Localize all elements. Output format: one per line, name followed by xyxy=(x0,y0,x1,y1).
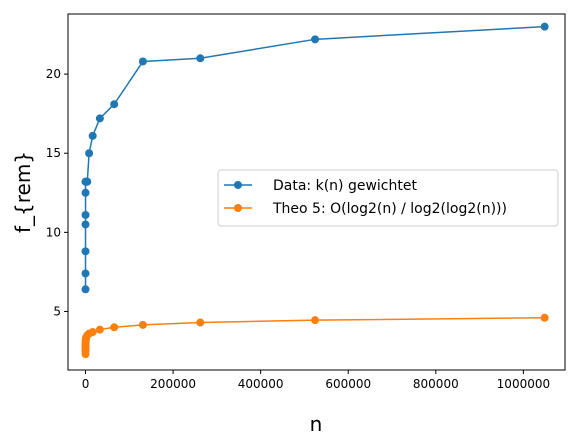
legend-marker-data xyxy=(234,181,242,189)
series-0-point xyxy=(95,114,104,123)
x-tick-label: 0 xyxy=(82,377,90,391)
x-axis-ticks: 0 200000 400000 600000 800000 1000000 xyxy=(82,370,550,391)
series-0-point xyxy=(88,131,97,140)
series-1-point xyxy=(138,320,147,329)
x-tick-label: 800000 xyxy=(413,377,459,391)
y-tick-label: 20 xyxy=(46,67,61,81)
legend-label-data: Data: k(n) gewichtet xyxy=(273,178,417,194)
series-0-point xyxy=(85,149,94,158)
series-0-point xyxy=(81,285,90,294)
series-0-point xyxy=(81,247,90,256)
series-0-point xyxy=(196,54,205,63)
series-1-point xyxy=(311,316,320,325)
x-tick-label: 200000 xyxy=(150,377,196,391)
series-0-point xyxy=(540,22,549,31)
plot-frame xyxy=(67,13,566,371)
series-0-point xyxy=(81,269,90,278)
y-tick-label: 10 xyxy=(46,225,61,239)
series-0-point xyxy=(110,100,119,109)
series-1-point xyxy=(95,325,104,334)
series-0-point xyxy=(311,35,320,44)
x-tick-label: 400000 xyxy=(238,377,284,391)
x-tick-label: 600000 xyxy=(325,377,371,391)
x-tick-label: 1000000 xyxy=(497,377,550,391)
series-0-point xyxy=(81,220,90,229)
series-0-point xyxy=(81,210,90,219)
legend: Data: k(n) gewichtet Theo 5: O(log2(n) /… xyxy=(217,169,559,227)
y-axis-label: f_{rem} xyxy=(11,151,35,233)
legend-box xyxy=(217,169,559,227)
plot-lines xyxy=(81,22,549,359)
series-1-point xyxy=(88,328,97,337)
series-1-point xyxy=(196,318,205,327)
series-0-point xyxy=(81,188,90,197)
y-tick-label: 15 xyxy=(46,146,61,160)
series-0-point xyxy=(138,57,147,66)
legend-label-theo: Theo 5: O(log2(n) / log2(log2(n))) xyxy=(272,201,507,217)
x-axis-label: n xyxy=(310,412,323,436)
series-1-point xyxy=(540,313,549,322)
legend-marker-theo xyxy=(234,204,242,212)
y-tick-label: 5 xyxy=(53,304,61,318)
y-axis-ticks: 5 10 15 20 xyxy=(46,67,68,318)
series-1-point xyxy=(110,323,119,332)
series-0-point xyxy=(83,177,92,186)
